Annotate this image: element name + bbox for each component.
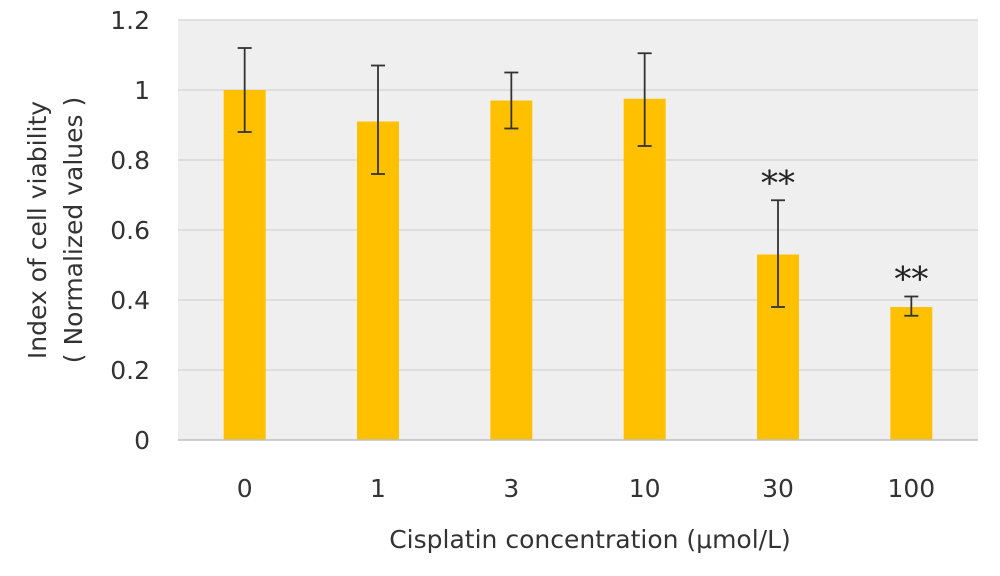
bar — [623, 98, 666, 440]
y-tick-label: 0 — [134, 426, 150, 455]
error-bar — [904, 295, 919, 317]
bars — [223, 90, 933, 440]
y-tick-label: 0.4 — [110, 286, 150, 315]
bar — [890, 307, 933, 440]
y-tick-label: 1.2 — [110, 6, 150, 35]
x-axis-title: Cisplatin concentration (μmol/L) — [389, 525, 791, 554]
bar — [223, 90, 266, 440]
error-bar — [771, 199, 785, 308]
significance-marker: ** — [894, 260, 928, 300]
y-tick-label: 1 — [134, 76, 150, 105]
error-bar — [637, 52, 652, 147]
y-axis-title: Index of cell viability — [23, 101, 52, 359]
gridlines — [178, 19, 978, 371]
x-tick-label: 0 — [237, 474, 253, 503]
error-bar — [504, 71, 519, 130]
y-tick-labels: 0 0.2 0.4 0.6 0.8 1 1.2 — [110, 6, 150, 455]
error-bar — [371, 64, 385, 175]
error-bars — [237, 47, 919, 317]
x-tick-label: 10 — [629, 474, 661, 503]
error-bar — [237, 47, 252, 133]
y-tick-label: 0.2 — [110, 356, 150, 385]
significance-marker: ** — [761, 163, 795, 203]
x-tick-label: 3 — [503, 474, 519, 503]
y-axis-subtitle: ( Normalized values ) — [59, 97, 88, 363]
x-tick-label: 100 — [887, 474, 935, 503]
x-tick-label: 30 — [762, 474, 794, 503]
significance-annotations: ** ** — [761, 163, 928, 299]
x-tick-label: 1 — [370, 474, 386, 503]
y-tick-label: 0.6 — [110, 216, 150, 245]
x-tick-labels: 0 1 3 10 30 100 — [237, 474, 935, 503]
y-tick-label: 0.8 — [110, 146, 150, 175]
bar — [490, 100, 533, 440]
